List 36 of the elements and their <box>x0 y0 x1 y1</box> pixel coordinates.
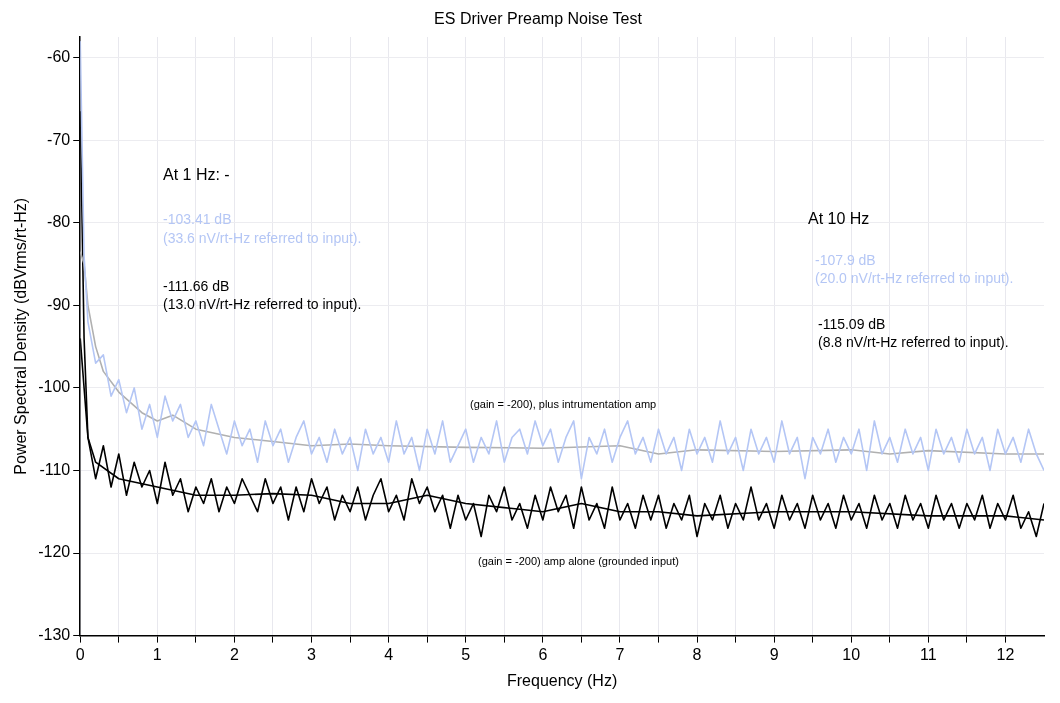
y-axis-title: Power Spectral Density (dBVrms/rt-Hz) <box>12 197 30 475</box>
annotation: At 10 Hz <box>808 210 870 228</box>
annotation: (gain = -200) amp alone (grounded input) <box>478 554 679 567</box>
x-tick-label: 6 <box>538 645 548 663</box>
y-tick-label: -100 <box>38 378 71 396</box>
chart-title: ES Driver Preamp Noise Test <box>434 10 643 28</box>
x-axis-title: Frequency (Hz) <box>506 671 618 689</box>
y-tick-label: -110 <box>39 460 71 478</box>
annotation: (gain = -200), plus intrumentation amp <box>470 397 657 410</box>
annotation: (20.0 nV/rt-Hz referred to input). <box>815 269 1014 286</box>
annotation: (33.6 nV/rt-Hz referred to input). <box>163 229 362 246</box>
annotation: -103.41 dB <box>163 210 232 227</box>
annotation: -115.09 dB <box>818 315 886 332</box>
x-tick-label: 10 <box>842 645 861 663</box>
x-tick-label: 3 <box>307 645 317 663</box>
y-tick-label: -80 <box>47 213 71 231</box>
y-tick-label: -120 <box>38 543 71 561</box>
annotation: -111.66 dB <box>163 277 230 294</box>
x-tick-label: 12 <box>996 645 1015 663</box>
x-tick-label: 5 <box>461 645 471 663</box>
x-tick-label: 9 <box>769 645 779 663</box>
y-tick-label: -130 <box>38 626 71 644</box>
x-tick-label: 11 <box>920 645 937 663</box>
annotation: At 1 Hz: - <box>163 166 230 184</box>
x-tick-label: 1 <box>152 645 162 663</box>
x-tick-label: 8 <box>692 645 702 663</box>
x-tick-label: 0 <box>75 645 85 663</box>
annotation: -107.9 dB <box>815 251 876 268</box>
annotation: (13.0 nV/rt-Hz referred to input). <box>163 295 362 312</box>
x-tick-label: 7 <box>615 645 625 663</box>
y-tick-label: -90 <box>47 295 71 313</box>
x-tick-label: 4 <box>384 645 394 663</box>
y-tick-label: -60 <box>47 48 71 66</box>
x-tick-label: 2 <box>229 645 239 663</box>
y-tick-label: -70 <box>47 130 71 148</box>
annotation: (8.8 nV/rt-Hz referred to input). <box>818 333 1009 350</box>
